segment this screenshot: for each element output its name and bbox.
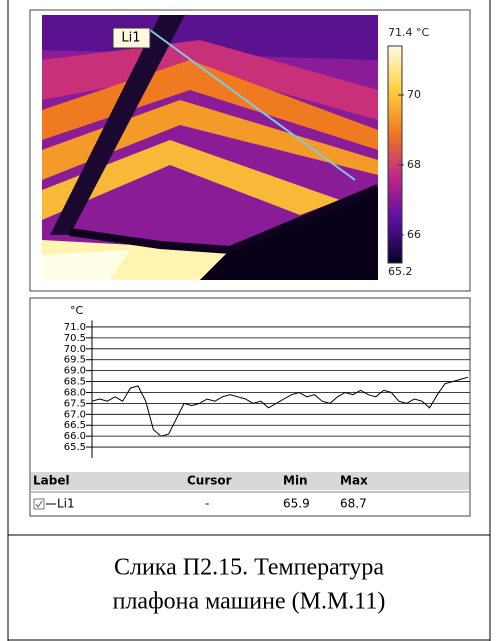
y-tick-label: 68.5 xyxy=(64,377,86,388)
y-unit: °C xyxy=(70,304,84,317)
table-header xyxy=(31,472,469,490)
y-tick-label: 68.0 xyxy=(64,387,86,398)
colorbar-label: 68 xyxy=(407,158,421,171)
y-tick-label: 67.0 xyxy=(64,409,86,420)
check xyxy=(35,500,43,508)
thermal-image: Li1 xyxy=(42,15,378,280)
cell: Li1 xyxy=(57,497,75,511)
caption-line: Слика П2.15. Температура xyxy=(114,555,384,581)
y-tick-label: 66.5 xyxy=(64,420,86,431)
colorbar-label: 66 xyxy=(407,228,421,241)
colorbar xyxy=(387,45,403,264)
header-cell: Max xyxy=(340,474,368,488)
header-cell: Cursor xyxy=(187,474,232,488)
y-tick-label: 65.5 xyxy=(64,442,86,453)
header-cell: Min xyxy=(283,474,308,488)
y-tick-label: 67.5 xyxy=(64,398,86,409)
cell: - xyxy=(205,497,209,511)
y-tick-label: 70.5 xyxy=(64,333,86,344)
profile-line xyxy=(91,376,469,437)
caption-line: плафона машине (М.М.11) xyxy=(113,589,386,615)
y-tick-label: 71.0 xyxy=(64,322,86,333)
results-table: Label Cursor Min Max Li1 - 65.9 68.7 xyxy=(31,472,469,511)
line-label: Li1 xyxy=(121,31,140,46)
cell: 68.7 xyxy=(340,497,367,511)
y-tick-label: 66.0 xyxy=(64,431,86,442)
y-tick-label: 69.5 xyxy=(64,355,86,366)
cell: 65.9 xyxy=(283,497,310,511)
header-cell: Label xyxy=(33,474,70,488)
y-tick-label: 69.0 xyxy=(64,366,86,377)
colorbar-label: 70 xyxy=(407,88,421,101)
frame xyxy=(7,0,491,641)
y-tick-label: 70.0 xyxy=(64,344,86,355)
colorbar-label: 65.2 xyxy=(388,265,413,278)
checkbox[interactable] xyxy=(33,498,45,510)
colorbar-label: 71.4 °C xyxy=(388,26,429,39)
